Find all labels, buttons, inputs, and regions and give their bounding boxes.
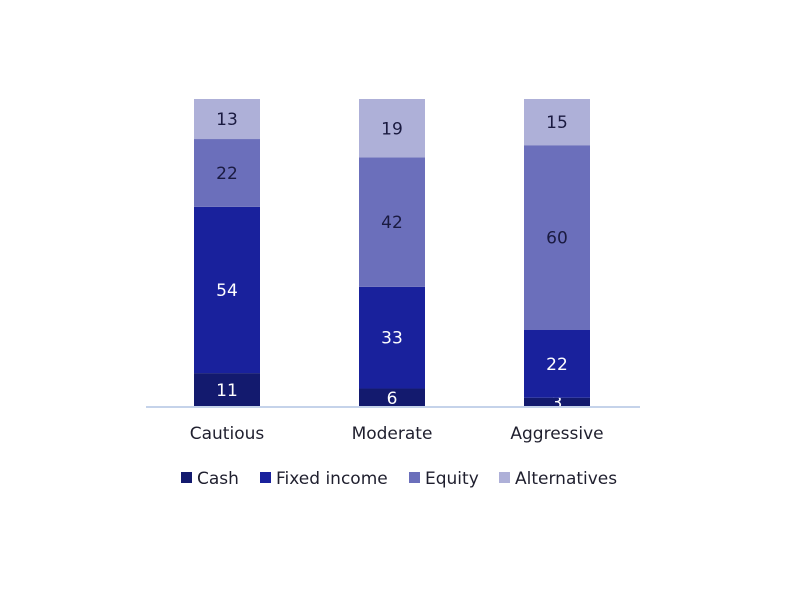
bar-cautious-alternatives: [194, 99, 260, 140]
data-label-moderate-equity: 42: [381, 213, 403, 233]
data-label-aggressive-alternatives: 15: [546, 113, 568, 133]
data-label-cautious-alternatives: 13: [216, 110, 238, 130]
data-label-moderate-fixed-income: 33: [381, 329, 403, 349]
data-label-moderate-cash: 6: [387, 389, 398, 409]
bar-moderate-equity: [359, 157, 425, 287]
data-label-cautious-fixed-income: 54: [216, 281, 238, 301]
legend: Cash Fixed income Equity Alternatives: [181, 469, 617, 489]
data-label-aggressive-fixed-income: 22: [546, 355, 568, 375]
bar-aggressive-cash: [524, 397, 590, 407]
data-label-aggressive-cash: 3: [552, 393, 563, 413]
category-labels: Cautious Moderate Aggressive: [190, 424, 604, 444]
bar-aggressive-alternatives: [524, 99, 590, 146]
data-label-aggressive-equity: 60: [546, 229, 568, 249]
data-label-cautious-equity: 22: [216, 164, 238, 184]
bar-cautious-equity: [194, 139, 260, 207]
legend-label-alternatives: Alternatives: [515, 469, 617, 489]
legend-swatch-alternatives: [499, 472, 510, 483]
legend-label-fixed-income: Fixed income: [276, 469, 388, 489]
bar-moderate-cash: [359, 388, 425, 407]
data-label-cautious-cash: 11: [216, 381, 238, 401]
category-label-moderate: Moderate: [352, 424, 433, 444]
legend-swatch-fixed-income: [260, 472, 271, 483]
legend-label-cash: Cash: [197, 469, 239, 489]
bar-moderate-fixed-income: [359, 286, 425, 389]
data-label-moderate-alternatives: 19: [381, 119, 403, 139]
bar-aggressive-fixed-income: [524, 330, 590, 398]
category-label-aggressive: Aggressive: [510, 424, 603, 444]
legend-swatch-cash: [181, 472, 192, 483]
category-label-cautious: Cautious: [190, 424, 265, 444]
bar-aggressive-equity: [524, 145, 590, 330]
legend-label-equity: Equity: [425, 469, 479, 489]
bar-cautious-cash: [194, 373, 260, 407]
bar-moderate-alternatives: [359, 99, 425, 158]
legend-swatch-equity: [409, 472, 420, 483]
bars-group: 11 54 22 13 6 33 42 19 3 22 60 15: [194, 99, 590, 413]
bar-cautious-fixed-income: [194, 206, 260, 374]
